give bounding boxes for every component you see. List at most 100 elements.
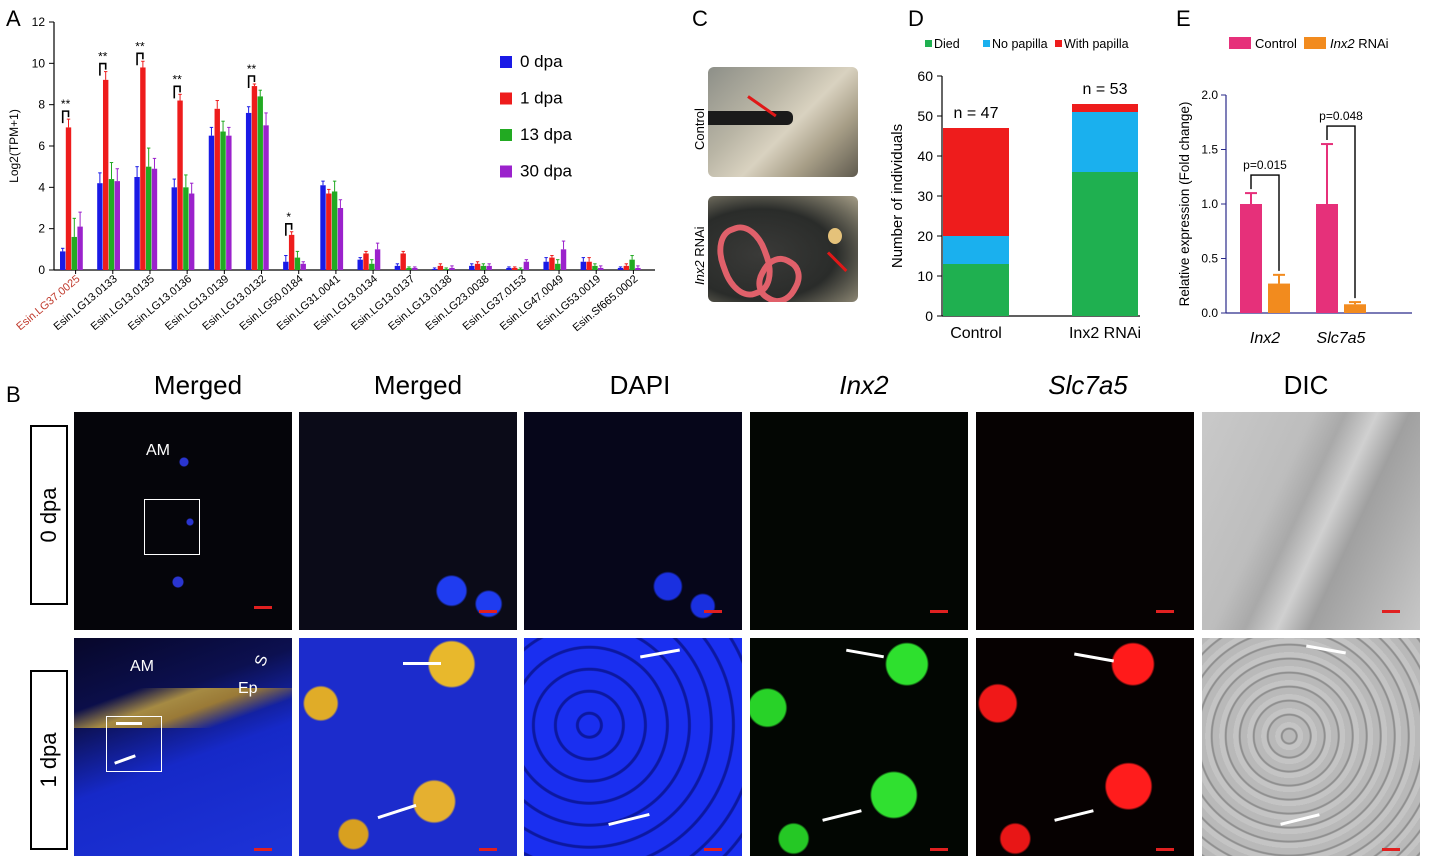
bar	[320, 185, 326, 270]
bar	[580, 261, 587, 270]
y-tick-label: 8	[38, 98, 45, 112]
scale-bar	[479, 610, 497, 613]
col-header-slc7a5: Slc7a5	[1048, 370, 1128, 400]
bar	[337, 208, 344, 270]
bar	[1344, 304, 1366, 313]
nuclei-strip	[154, 422, 214, 622]
y-axis-label: Log2(TPM+1)	[7, 109, 21, 183]
legend-label: Control	[1255, 36, 1297, 51]
bar	[357, 259, 363, 270]
y-tick-label: 2.0	[1201, 88, 1218, 102]
bar	[431, 268, 438, 270]
bar	[226, 135, 232, 270]
bar	[102, 79, 109, 270]
stacked-bar-segment	[943, 264, 1009, 316]
bar	[549, 257, 555, 270]
col-header-dapi: DAPI	[609, 370, 671, 400]
bar	[171, 187, 177, 270]
y-tick-label: 6	[38, 139, 45, 153]
bar	[257, 96, 263, 271]
bar	[283, 261, 289, 270]
bar	[437, 265, 444, 270]
bar	[412, 267, 418, 270]
bar	[474, 263, 481, 270]
bar	[506, 267, 512, 270]
p-value-bracket	[1326, 125, 1356, 299]
legend-label: Inx2 RNAi	[1330, 36, 1389, 51]
row-label-1dpa: 1 dpa	[30, 670, 68, 850]
bar	[486, 265, 492, 270]
bar	[592, 265, 598, 270]
y-tick-label: 2	[38, 222, 45, 236]
significance-mark: **	[98, 50, 108, 64]
legend-label: 13 dpa	[520, 125, 573, 144]
bar	[97, 183, 103, 270]
col-header-merged-2: Merged	[373, 370, 463, 400]
zoom-box	[144, 499, 200, 555]
micrograph-1dpa-slc7a5	[976, 638, 1194, 856]
white-arrow-icon	[846, 648, 884, 659]
y-tick-label: 0.5	[1201, 252, 1218, 266]
bar	[1316, 204, 1338, 313]
micrograph-0dpa-dic	[1202, 412, 1420, 630]
scale-bar	[1382, 848, 1400, 851]
white-arrow-icon	[640, 648, 680, 659]
panel-label-a: A	[6, 6, 21, 31]
significance-bracket	[173, 85, 181, 99]
s-label: S	[252, 652, 272, 669]
scale-bar	[930, 610, 948, 613]
stacked-bar-segment	[1072, 104, 1138, 112]
papilla-spot	[828, 228, 842, 244]
legend-swatch	[925, 40, 932, 47]
panel-a-chart: 024681012Log2(TPM+1)Esin.LG37.0025Esin.L…	[7, 15, 655, 334]
bar	[623, 265, 630, 270]
bar	[629, 259, 635, 270]
bar	[77, 226, 83, 270]
legend-swatch	[500, 56, 512, 68]
x-tick-label: Slc7a5	[1317, 330, 1366, 347]
panel-e-chart: 0.0 0.5 1.0 1.5 2.0 Relative expression (Fold…	[1177, 36, 1412, 347]
bar	[555, 263, 561, 270]
scale-bar	[1156, 848, 1174, 851]
p-value-bracket	[1250, 174, 1280, 271]
significance-mark: **	[172, 72, 182, 86]
significance-mark: *	[286, 210, 291, 224]
legend-swatch	[500, 92, 512, 105]
bar	[71, 236, 77, 270]
scale-bar	[704, 848, 722, 851]
bar	[294, 257, 301, 270]
white-arrow-icon	[403, 662, 441, 665]
stacked-bar-segment	[943, 236, 1009, 264]
am-label: AM	[146, 442, 170, 459]
y-tick-label: 20	[917, 228, 933, 244]
bar	[363, 253, 369, 270]
panel-label-c: C	[692, 6, 708, 31]
bar	[214, 108, 220, 270]
legend-swatch	[983, 40, 990, 47]
panel-label-b: B	[6, 382, 21, 407]
bar	[586, 261, 592, 270]
p-value-label: p=0.048	[1319, 109, 1363, 123]
legend-label: 1 dpa	[520, 89, 563, 108]
x-tick-label: Inx2	[1250, 330, 1280, 347]
bar	[288, 234, 295, 270]
bar	[245, 112, 252, 270]
micrograph-0dpa-merged-overview: AM	[74, 412, 292, 630]
bar	[208, 135, 215, 270]
micrograph-1dpa-dapi	[524, 638, 742, 856]
bar	[443, 268, 449, 270]
legend-swatch	[1304, 37, 1326, 49]
micrograph-1dpa-merged-overview: AM Ep S	[74, 638, 292, 856]
legend-swatch	[1229, 37, 1251, 49]
significance-mark: **	[61, 97, 71, 111]
micrograph-0dpa-slc7a5	[976, 412, 1194, 630]
y-tick-label: 0	[925, 308, 933, 324]
bar	[635, 267, 641, 270]
significance-mark: **	[247, 62, 257, 76]
bar	[140, 67, 146, 270]
white-arrow-icon	[1306, 644, 1346, 655]
white-arrow-icon	[1074, 652, 1114, 663]
micrograph-0dpa-dapi	[524, 412, 742, 630]
bar	[65, 127, 72, 271]
y-tick-label: 0.0	[1201, 306, 1218, 320]
